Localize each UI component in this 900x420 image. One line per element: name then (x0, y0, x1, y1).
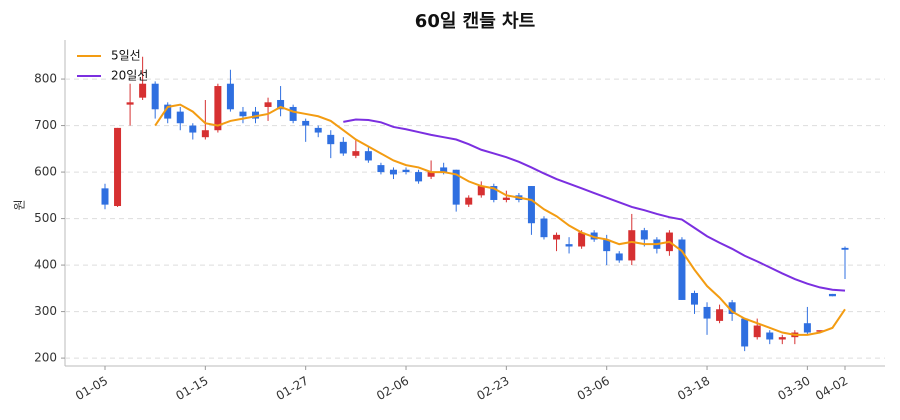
y-tick-label: 700 (34, 118, 57, 132)
candle-body (628, 230, 636, 261)
x-tick-label: 04-02 (813, 374, 850, 404)
y-tick-label: 200 (34, 351, 57, 365)
candle-body (615, 253, 623, 261)
candle-body (126, 102, 134, 105)
candle-body (201, 130, 209, 138)
x-tick-label: 03-06 (575, 374, 612, 404)
candle-body (151, 83, 159, 110)
candle-body (352, 151, 360, 156)
candle-body (703, 306, 711, 319)
candle-body (728, 302, 736, 314)
ma-line (154, 103, 846, 336)
candle-body (753, 325, 761, 338)
candle-body (690, 292, 698, 305)
candle-body (289, 106, 297, 121)
candle-body (277, 99, 285, 110)
chart-title: 60일 캔들 차트 (415, 11, 535, 32)
candle-body (314, 127, 322, 133)
candle-body (553, 234, 561, 240)
candle-body (590, 232, 598, 240)
candle-body (164, 104, 172, 119)
y-tick-label: 400 (34, 258, 57, 272)
candle-body (527, 186, 535, 224)
candle-body (176, 111, 184, 124)
candle-body (766, 332, 774, 340)
candle-body (364, 151, 372, 161)
ma-line (343, 118, 846, 292)
candle-body (778, 337, 786, 340)
candle-body (189, 125, 197, 133)
candle-body (440, 167, 448, 173)
candle-body (465, 197, 473, 205)
candle-body (139, 83, 147, 98)
candle-body (477, 186, 485, 196)
candle-body (415, 172, 423, 182)
candle-body (239, 111, 247, 117)
candle-body (828, 293, 836, 297)
x-tick-label: 03-18 (675, 374, 712, 404)
candle-body (264, 102, 272, 107)
x-tick-label: 02-23 (474, 374, 511, 404)
candle-body (565, 244, 573, 247)
candle-body (226, 83, 234, 110)
legend-label: 20일선 (111, 69, 148, 83)
candle-body (716, 309, 724, 321)
candle-body (377, 165, 385, 173)
candle-body (741, 318, 749, 347)
candle-body (540, 218, 548, 238)
candle-body (578, 232, 586, 247)
x-tick-label: 03-30 (775, 374, 812, 404)
candle-body (302, 120, 310, 126)
y-tick-label: 500 (34, 211, 57, 225)
candle-body (114, 127, 122, 207)
candle-body (402, 169, 410, 173)
candle-body (339, 141, 347, 154)
y-tick-label: 300 (34, 304, 57, 318)
y-axis-label: 원 (13, 199, 27, 210)
candle-body (816, 330, 824, 332)
x-tick-label: 01-27 (274, 374, 311, 404)
candle-body (252, 111, 260, 119)
candle-body (603, 239, 611, 252)
candle-body (427, 172, 435, 177)
y-tick-label: 800 (34, 72, 57, 86)
candle-body (803, 323, 811, 333)
candle-body (214, 86, 222, 131)
candle-body (678, 239, 686, 300)
x-tick-label: 02-06 (374, 374, 411, 404)
candle-body (640, 230, 648, 240)
candle-body (101, 188, 109, 205)
candle-body (327, 134, 335, 145)
legend-label: 5일선 (111, 49, 141, 63)
candle-body (452, 169, 460, 205)
candle-body (389, 169, 397, 175)
candle-body (502, 197, 510, 200)
candle-body (841, 247, 849, 250)
y-tick-label: 600 (34, 165, 57, 179)
x-tick-label: 01-05 (73, 374, 110, 404)
x-tick-label: 01-15 (173, 374, 210, 404)
candle-body (490, 186, 498, 200)
